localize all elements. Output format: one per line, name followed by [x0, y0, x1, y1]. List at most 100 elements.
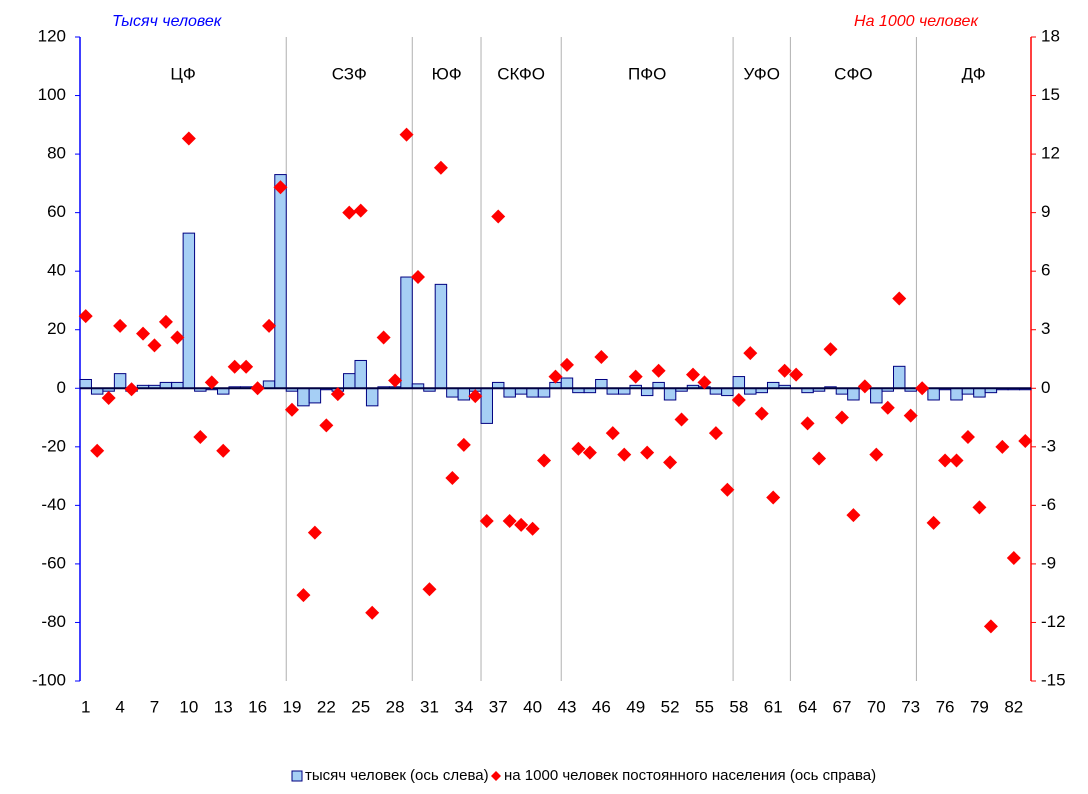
bar	[79, 378, 92, 389]
scatter-point	[388, 373, 403, 388]
scatter-point	[525, 521, 540, 536]
y2-tick-label: 6	[1041, 261, 1050, 280]
bar	[927, 387, 940, 401]
bar	[297, 387, 310, 407]
scatter-point	[1018, 433, 1033, 448]
scatter-point	[479, 513, 494, 528]
bar	[973, 387, 986, 398]
x-tick-label: 61	[764, 697, 783, 716]
x-tick-label: 49	[626, 697, 645, 716]
region-label: УФО	[744, 64, 780, 83]
scatter-point	[307, 525, 322, 540]
scatter-point	[422, 582, 437, 597]
scatter-point	[353, 203, 368, 218]
region-label: СФО	[834, 64, 872, 83]
y-axis-title: Тысяч человек	[112, 13, 223, 30]
y-tick-label: 20	[47, 319, 66, 338]
scatter-point	[995, 439, 1010, 454]
scatter-point	[651, 363, 666, 378]
x-tick-label: 31	[420, 697, 439, 716]
scatter-point	[834, 410, 849, 425]
scatter-point	[181, 131, 196, 146]
bar	[950, 387, 963, 401]
scatter-point	[903, 408, 918, 423]
x-tick-label: 43	[557, 697, 576, 716]
bar	[365, 387, 379, 407]
x-tick-label: 16	[248, 697, 267, 716]
bar	[308, 387, 322, 404]
scatter-point	[869, 447, 884, 462]
scatter-point	[113, 318, 128, 333]
scatter-point	[685, 367, 700, 382]
scatter-point	[250, 381, 265, 396]
x-tick-label: 52	[661, 697, 680, 716]
scatter-point	[262, 318, 277, 333]
x-tick-label: 82	[1004, 697, 1023, 716]
scatter-point	[617, 447, 632, 462]
scatter-point	[857, 379, 872, 394]
scatter-point	[193, 430, 208, 445]
scatter-point	[204, 375, 219, 390]
region-label: ДФ	[962, 64, 986, 83]
bar	[663, 387, 677, 401]
bar	[457, 387, 471, 401]
x-tick-label: 55	[695, 697, 714, 716]
scatter-point	[399, 127, 414, 142]
bar	[400, 276, 413, 389]
scatter-point	[158, 314, 173, 329]
y2-tick-label: -12	[1041, 612, 1066, 631]
y-tick-label: 120	[38, 26, 66, 45]
scatter-point	[124, 382, 139, 397]
scatter-point	[433, 160, 448, 175]
bar	[870, 387, 883, 404]
scatter-point	[296, 588, 311, 603]
legend-marker	[491, 771, 501, 781]
y-tick-label: 0	[57, 378, 66, 397]
y2-tick-label: -6	[1041, 495, 1056, 514]
bar	[503, 387, 516, 398]
scatter-point	[284, 402, 299, 417]
x-tick-label: 28	[386, 697, 405, 716]
x-tick-label: 46	[592, 697, 611, 716]
bar	[113, 373, 127, 389]
y2-tick-label: -3	[1041, 436, 1056, 455]
scatter-point	[239, 359, 254, 374]
region-label: ПФО	[628, 64, 666, 83]
y2-tick-label: 15	[1041, 85, 1060, 104]
y-tick-label: -40	[41, 495, 66, 514]
x-tick-label: 58	[729, 697, 748, 716]
scatter-point	[468, 389, 483, 404]
bar	[343, 373, 356, 389]
region-label: ЦФ	[170, 64, 196, 83]
bar	[595, 378, 608, 389]
scatter-point	[697, 375, 712, 390]
scatter-point	[926, 515, 941, 530]
scatter-point	[342, 205, 357, 220]
legend-label: на 1000 человек постоянного населения (о…	[504, 767, 876, 784]
bar	[893, 365, 906, 389]
scatter-point	[640, 445, 655, 460]
bar	[560, 377, 574, 389]
scatter-point	[376, 330, 391, 345]
x-tick-label: 40	[523, 697, 542, 716]
x-tick-label: 4	[115, 697, 124, 716]
scatter-point	[445, 471, 460, 486]
y-tick-label: 80	[47, 144, 66, 163]
bar	[480, 387, 493, 424]
bar	[537, 387, 551, 398]
y2-tick-label: 12	[1041, 144, 1060, 163]
scatter-point	[823, 342, 838, 357]
x-tick-label: 73	[901, 697, 920, 716]
x-tick-label: 37	[489, 697, 508, 716]
x-tick-label: 22	[317, 697, 336, 716]
scatter-point	[216, 443, 231, 458]
y-tick-label: -100	[32, 670, 66, 689]
scatter-point	[170, 330, 185, 345]
region-label: ЮФ	[432, 64, 462, 83]
x-tick-label: 1	[81, 697, 90, 716]
bar	[721, 387, 734, 397]
y-tick-label: -60	[41, 553, 66, 572]
y2-tick-label: 3	[1041, 319, 1050, 338]
x-tick-label: 13	[214, 697, 233, 716]
